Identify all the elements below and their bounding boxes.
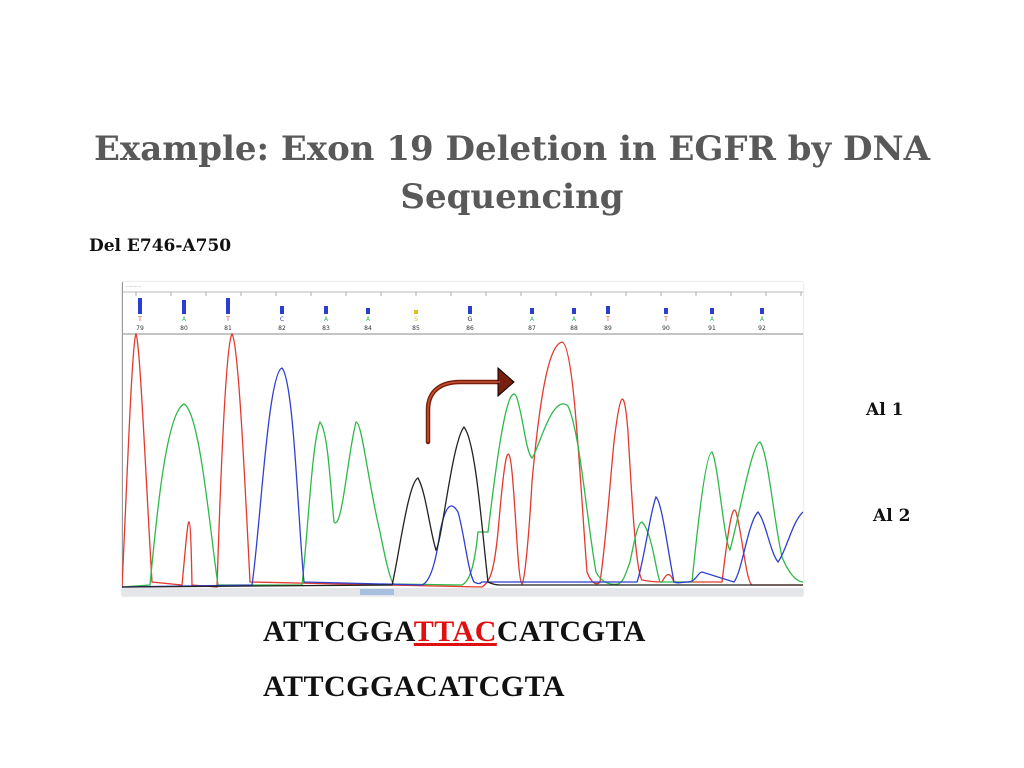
- quality-bar: [280, 306, 284, 314]
- reading-direction-arrow: [425, 366, 515, 445]
- allele-1-label: Al 1: [866, 400, 904, 420]
- base-call-letter: A: [760, 316, 765, 323]
- scale-ticks: [135, 292, 802, 296]
- base-position-number: 87: [528, 325, 536, 332]
- base-call-letter: T: [137, 316, 142, 323]
- base-call-letter: A: [572, 316, 577, 323]
- base-call-letter: T: [663, 316, 668, 323]
- sequencing-chromatogram: ............ T A T C A A S G A A T T A A 79 80 81 82 83 84…: [122, 282, 803, 596]
- quality-bar: [226, 298, 230, 314]
- base-call-letter: T: [605, 316, 610, 323]
- quality-bar: [366, 308, 370, 314]
- base-position-number: 83: [322, 325, 330, 332]
- base-call-letter: A: [366, 316, 371, 323]
- quality-bar: [760, 308, 764, 314]
- trace-c: [122, 367, 803, 588]
- base-call-letter: C: [280, 316, 284, 323]
- quality-bars: [138, 298, 764, 314]
- deleted-bases: TTAC: [413, 615, 497, 648]
- wild-type-suffix: CATCGTA: [496, 615, 646, 648]
- mutant-sequence: ATTCGGACATCGTA: [263, 670, 566, 703]
- quality-bar: [138, 298, 142, 314]
- chromatogram-svg: ............ T A T C A A S G A A T T A A 79 80 81 82 83 84…: [122, 282, 803, 596]
- quality-bar: [324, 306, 328, 314]
- trace-a: [122, 393, 803, 588]
- file-name-label: ............: [126, 283, 141, 288]
- quality-bar: [182, 300, 186, 314]
- allele-2-label: Al 2: [873, 506, 911, 526]
- base-position-number: 81: [224, 325, 232, 332]
- wild-type-prefix: ATTCGGA: [263, 615, 414, 648]
- slide-title: Example: Exon 19 Deletion in EGFR by DNA…: [94, 129, 930, 217]
- quality-bar: [664, 308, 668, 314]
- base-position-number: 90: [662, 325, 670, 332]
- quality-bar: [710, 308, 714, 314]
- quality-bar: [530, 308, 534, 314]
- quality-bar: [572, 308, 576, 314]
- chromatogram-traces: [122, 332, 803, 588]
- base-position-number: 84: [364, 325, 372, 332]
- scrollbar-thumb[interactable]: [360, 589, 394, 595]
- quality-bar: [468, 306, 472, 314]
- base-call-letter: A: [324, 316, 329, 323]
- trace-g: [122, 425, 803, 588]
- base-call-letter: A: [530, 316, 535, 323]
- base-position-number: 79: [136, 325, 144, 332]
- base-call-letter: T: [225, 316, 230, 323]
- horizontal-scrollbar[interactable]: [122, 588, 803, 596]
- mutation-label: Del E746-A750: [89, 236, 232, 256]
- base-position-number: 91: [708, 325, 716, 332]
- base-call-letter: A: [182, 316, 187, 323]
- base-position-number: 86: [466, 325, 474, 332]
- base-position-number: 88: [570, 325, 578, 332]
- base-call-letter: A: [710, 316, 715, 323]
- base-position-number: 82: [278, 325, 286, 332]
- base-position-number: 92: [758, 325, 766, 332]
- quality-bar: [414, 310, 418, 314]
- base-position-number: 85: [412, 325, 420, 332]
- quality-bar: [606, 306, 610, 314]
- wild-type-sequence: ATTCGGATTACCATCGTA: [263, 615, 646, 649]
- base-call-letter: G: [468, 316, 473, 323]
- base-call-letter: S: [414, 316, 418, 323]
- base-position-number: 80: [180, 325, 188, 332]
- chromatogram-header: [122, 282, 803, 334]
- base-position-numbers: 79 80 81 82 83 84 85 86 87 88 89 90 91 92: [136, 325, 766, 332]
- base-position-number: 89: [604, 325, 612, 332]
- trace-t: [122, 332, 803, 588]
